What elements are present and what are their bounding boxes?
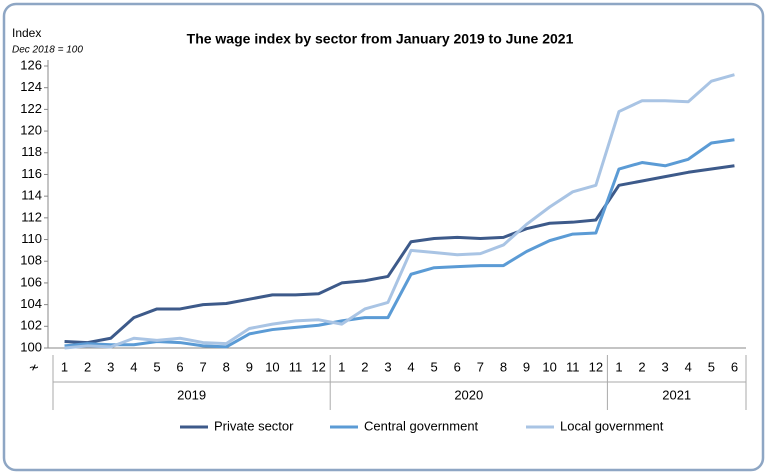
x-tick-label: 4 — [685, 359, 692, 374]
x-tick-label: 12 — [311, 359, 325, 374]
x-tick-label: 1 — [61, 359, 68, 374]
group-label: 2019 — [177, 387, 206, 402]
series-line — [64, 138, 735, 349]
x-tick-label: 6 — [731, 359, 738, 374]
legend-label: Private sector — [214, 418, 294, 433]
series-line — [64, 164, 735, 345]
y-tick-label: 106 — [20, 274, 42, 289]
series-line — [64, 73, 735, 350]
x-tick-label: 8 — [500, 359, 507, 374]
y-tick-label: 110 — [21, 231, 42, 246]
x-tick-label: 10 — [265, 359, 279, 374]
x-tick-label: 11 — [566, 359, 580, 374]
x-tick-label: 10 — [542, 359, 556, 374]
axis-break: ≁ — [29, 359, 40, 374]
x-tick-label: 4 — [407, 359, 414, 374]
y-tick-label: 102 — [20, 318, 42, 333]
x-tick-label: 6 — [176, 359, 183, 374]
x-tick-label: 3 — [662, 359, 669, 374]
x-tick-label: 12 — [589, 359, 603, 374]
y-tick-label: 124 — [20, 79, 42, 94]
y-tick-label: 126 — [20, 57, 42, 72]
x-tick-label: 2 — [361, 359, 368, 374]
x-tick-label: 5 — [153, 359, 160, 374]
x-tick-label: 3 — [384, 359, 391, 374]
x-tick-label: 8 — [223, 359, 230, 374]
y-tick-label: 104 — [20, 296, 42, 311]
x-tick-label: 2 — [638, 359, 645, 374]
y-tick-label: 112 — [21, 209, 42, 224]
y-axis-subtitle: Dec 2018 = 100 — [12, 45, 83, 56]
x-tick-label: 3 — [107, 359, 114, 374]
y-tick-label: 120 — [20, 123, 42, 138]
legend-label: Local government — [560, 418, 664, 433]
x-tick-label: 6 — [454, 359, 461, 374]
x-tick-label: 9 — [523, 359, 530, 374]
y-tick-label: 108 — [20, 253, 42, 268]
x-tick-label: 4 — [130, 359, 137, 374]
group-label: 2021 — [662, 387, 691, 402]
group-label: 2020 — [454, 387, 483, 402]
x-tick-label: 11 — [289, 359, 303, 374]
x-tick-label: 1 — [615, 359, 622, 374]
x-tick-label: 7 — [477, 359, 484, 374]
y-tick-label: 100 — [20, 339, 42, 354]
x-tick-label: 1 — [338, 359, 345, 374]
y-axis-label: Index — [12, 26, 41, 40]
x-tick-label: 5 — [431, 359, 438, 374]
y-tick-label: 118 — [21, 144, 42, 159]
x-tick-label: 7 — [200, 359, 207, 374]
y-tick-label: 122 — [20, 101, 42, 116]
legend-label: Central government — [364, 418, 479, 433]
x-tick-label: 2 — [84, 359, 91, 374]
y-tick-label: 116 — [21, 166, 42, 181]
x-tick-label: 5 — [708, 359, 715, 374]
y-tick-label: 114 — [21, 188, 42, 203]
chart-title: The wage index by sector from January 20… — [187, 31, 574, 47]
x-tick-label: 9 — [246, 359, 253, 374]
